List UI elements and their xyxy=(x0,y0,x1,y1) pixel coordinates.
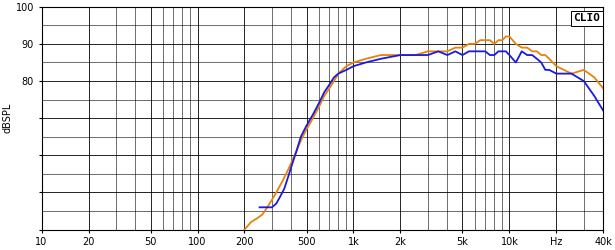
Y-axis label: dBSPL: dBSPL xyxy=(3,103,13,133)
Text: CLIO: CLIO xyxy=(573,14,600,24)
